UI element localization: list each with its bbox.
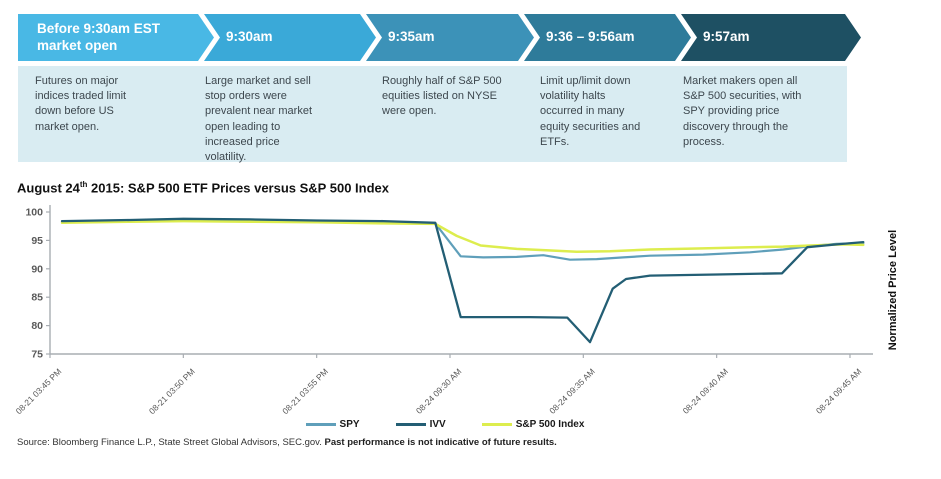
- timeline-step-description: Large market and sell stop orders were p…: [205, 75, 312, 163]
- axes: [49, 205, 873, 355]
- timeline-description-band: [18, 66, 847, 162]
- timeline-step-label: 9:35am: [388, 29, 435, 45]
- timeline-step-label: Before 9:30am EST market open: [37, 21, 161, 53]
- x-tick-label: 08-24 09:45 AM: [814, 366, 864, 416]
- timeline-step-before-930: Before 9:30am EST market open: [18, 14, 214, 61]
- y-tick-label: 90: [31, 263, 43, 275]
- y-tick-label: 75: [31, 349, 43, 361]
- timeline-step-935: 9:35am: [366, 14, 534, 61]
- right-axis-label: Normalized Price Level: [887, 229, 899, 351]
- series-line-s-p-500-index: [60, 219, 865, 254]
- timeline-step-label: 9:30am: [226, 29, 273, 45]
- legend-label: SPY: [339, 419, 360, 430]
- x-tick-label: 08-21 03:55 PM: [280, 366, 330, 416]
- legend-item-ivv: IVV: [395, 419, 446, 430]
- legend-item-sp500-index: S&P 500 Index: [481, 419, 585, 430]
- sp500-index-line-swatch-icon: [481, 423, 512, 426]
- ivv-line-swatch-icon: [395, 423, 426, 426]
- timeline-step-930: 9:30am: [204, 14, 376, 61]
- timeline-step-label: 9:36 – 9:56am: [546, 29, 635, 45]
- timeline-step-957: 9:57am: [681, 14, 861, 61]
- x-tick-label: 08-24 09:30 AM: [414, 366, 464, 416]
- timeline-step-936-956: 9:36 – 9:56am: [524, 14, 691, 61]
- series-line-spy: [60, 218, 865, 261]
- y-tick-label: 100: [25, 207, 43, 219]
- y-tick-label: 95: [31, 235, 43, 247]
- timeline-step-label: 9:57am: [703, 29, 750, 45]
- source-note: Source: Bloomberg Finance L.P., State St…: [17, 437, 557, 448]
- y-tick-label: 80: [31, 320, 43, 332]
- x-tick-label: 08-21 03:50 PM: [147, 366, 197, 416]
- timeline-step-description: Limit up/limit down volatility halts occ…: [540, 75, 641, 148]
- x-tick-label: 08-21 03:45 PM: [14, 366, 64, 416]
- disclaimer-text: Past performance is not indicative of fu…: [324, 437, 557, 448]
- series-line-ivv: [60, 217, 865, 344]
- chart-title-superscript: th: [79, 180, 88, 189]
- timeline-step-description: Roughly half of S&P 500 equities listed …: [382, 75, 502, 118]
- x-tick-label: 08-24 09:35 AM: [547, 366, 597, 416]
- timeline-step-description: Futures on major indices traded limit do…: [35, 75, 127, 133]
- legend-label: IVV: [429, 419, 446, 430]
- y-tick-label: 85: [31, 292, 43, 304]
- spy-line-swatch-icon: [305, 423, 336, 426]
- chart-legend: SPY IVV S&P 500 Index: [0, 419, 890, 430]
- source-text: Source: Bloomberg Finance L.P., State St…: [17, 437, 325, 448]
- legend-label: S&P 500 Index: [515, 419, 585, 430]
- x-tick-label: 08-24 09:40 AM: [681, 366, 731, 416]
- price-chart: 100 95 90 85 80 75 08-21 03:45 PM 08-21 03:50 P…: [14, 205, 873, 416]
- timeline-step-description: Market makers open all S&P 500 securitie…: [683, 75, 802, 148]
- legend-item-spy: SPY: [305, 419, 360, 430]
- chart-title: August 24th 2015: S&P 500 ETF Prices ver…: [17, 180, 389, 196]
